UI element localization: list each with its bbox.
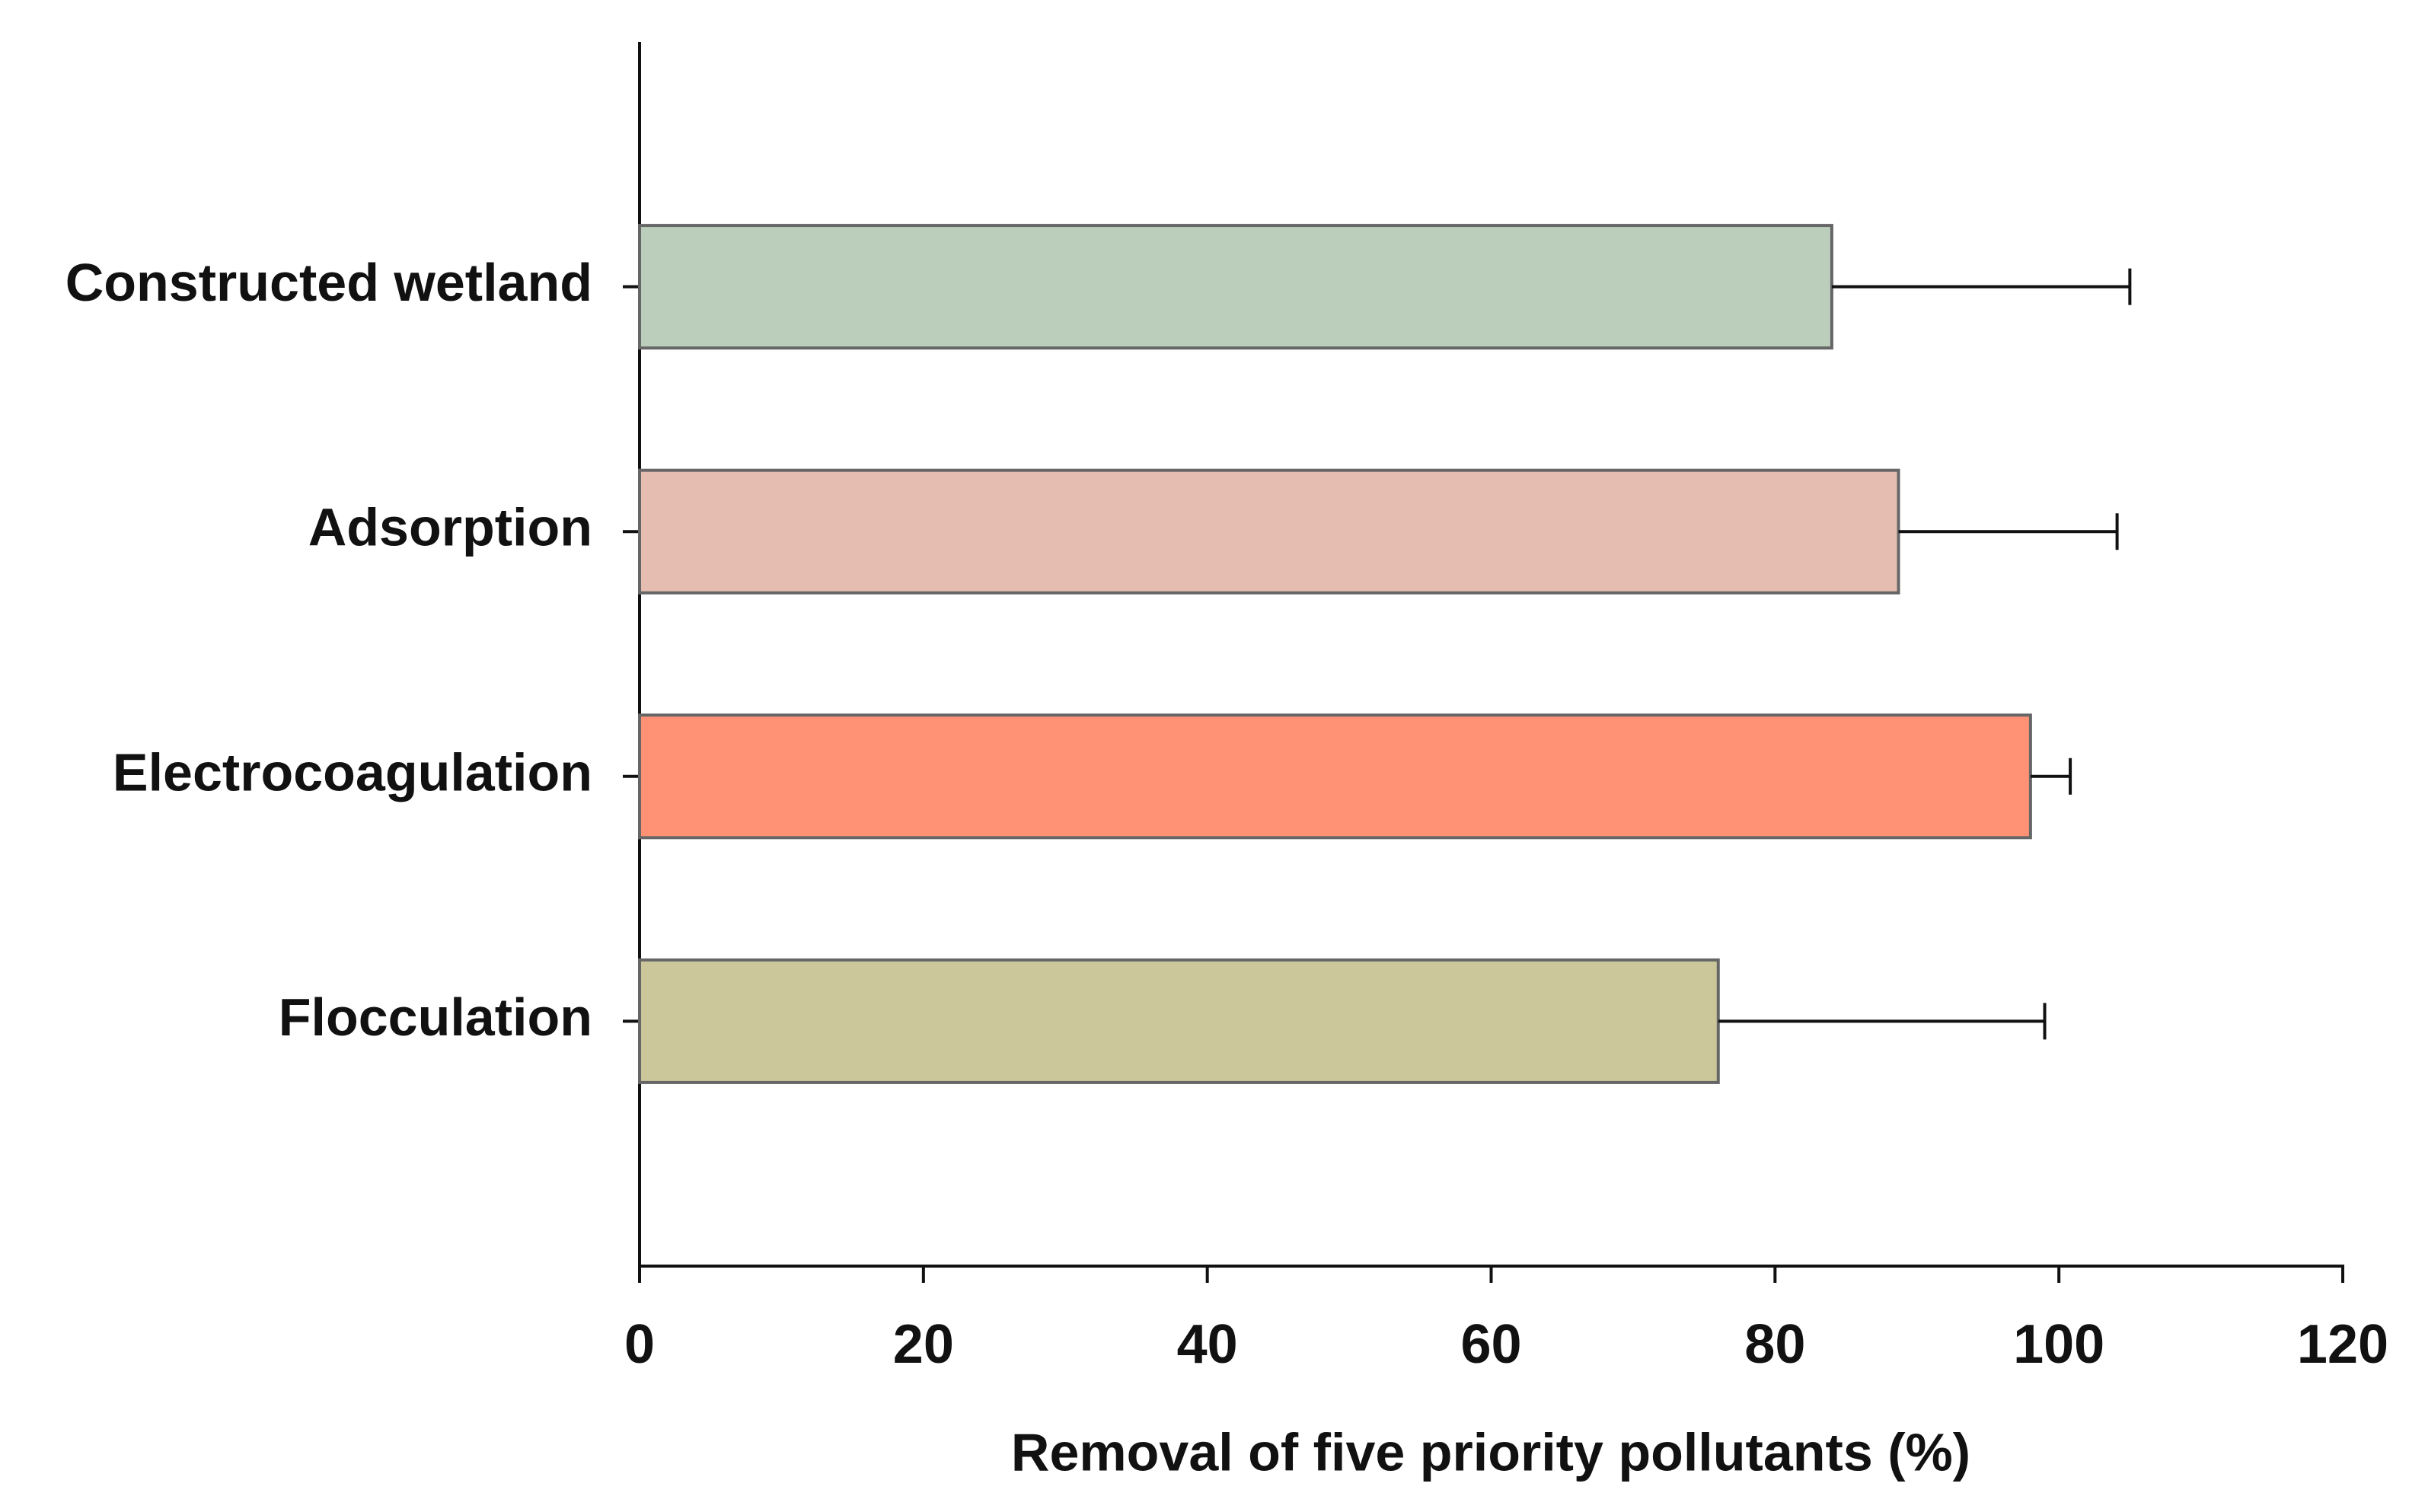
x-axis-title: Removal of five priority pollutants (%) — [1011, 1422, 1970, 1482]
y-tick-label: Electrocoagulation — [113, 742, 592, 802]
bar — [638, 468, 1900, 595]
error-bar — [2030, 758, 2072, 795]
y-tick-label: Adsorption — [308, 498, 592, 557]
y-tick-label: Constructed wetland — [65, 253, 592, 312]
x-tick-label: 40 — [1177, 1314, 1238, 1375]
error-bar — [1898, 513, 2119, 550]
error-bar — [1831, 268, 2132, 305]
x-tick-label: 60 — [1460, 1314, 1521, 1375]
x-tick-label: 100 — [2013, 1314, 2104, 1375]
bar — [638, 958, 1720, 1084]
x-tick-label: 120 — [2297, 1314, 2388, 1375]
bar — [638, 713, 2032, 840]
y-tick-label: Flocculation — [279, 987, 592, 1047]
bar — [638, 224, 1833, 350]
x-tick-label: 20 — [893, 1314, 954, 1375]
x-tick-label: 80 — [1744, 1314, 1805, 1375]
error-bar — [1718, 1003, 2047, 1040]
x-tick-label: 0 — [624, 1314, 655, 1375]
